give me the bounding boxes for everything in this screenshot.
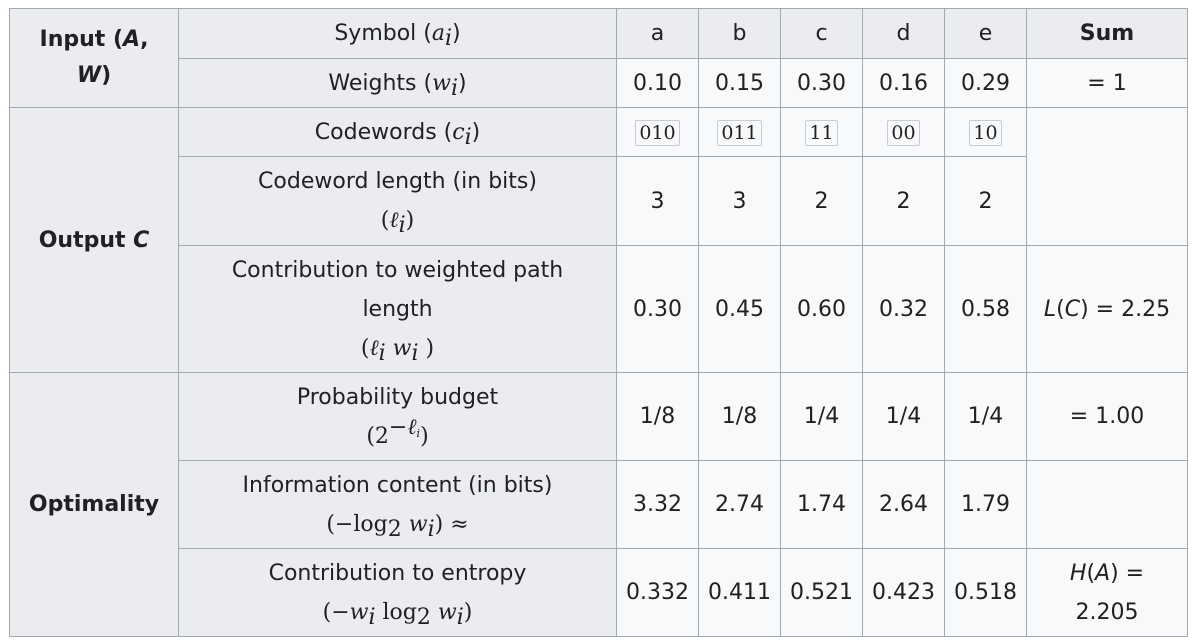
label-information-content: Information content (in bits) (−log2 wi)… xyxy=(178,460,617,549)
symbol-cell: e xyxy=(944,8,1027,59)
information-content-cell: 2.64 xyxy=(862,460,945,549)
length-cell: 3 xyxy=(616,156,699,246)
codeword-cell: 11 xyxy=(780,107,863,157)
probability-budget-cell: 1/4 xyxy=(944,372,1027,461)
length-cell: 3 xyxy=(698,156,781,246)
path-contribution-cell: 0.45 xyxy=(698,245,781,373)
sum-path-length: L(C) = 2.25 xyxy=(1026,245,1188,373)
path-contribution-cell: 0.58 xyxy=(944,245,1027,373)
probability-budget-cell: 1/8 xyxy=(698,372,781,461)
sum-header: Sum xyxy=(1026,8,1188,59)
weight-cell: 0.16 xyxy=(862,58,945,108)
information-content-cell: 3.32 xyxy=(616,460,699,549)
symbol-cell: d xyxy=(862,8,945,59)
label-entropy-contribution: Contribution to entropy (−wi log2 wi) xyxy=(178,548,617,637)
entropy-contribution-cell: 0.518 xyxy=(944,548,1027,637)
information-content-cell: 1.74 xyxy=(780,460,863,549)
symbol-cell: c xyxy=(780,8,863,59)
sum-information-empty xyxy=(1026,460,1188,549)
sum-entropy: H(A) = 2.205 xyxy=(1026,548,1188,637)
label-codewords: Codewords (ci) xyxy=(178,107,617,157)
path-contribution-cell: 0.60 xyxy=(780,245,863,373)
probability-budget-cell: 1/4 xyxy=(862,372,945,461)
probability-budget-cell: 1/4 xyxy=(780,372,863,461)
codeword-cell: 10 xyxy=(944,107,1027,157)
weight-cell: 0.30 xyxy=(780,58,863,108)
path-contribution-cell: 0.30 xyxy=(616,245,699,373)
label-codeword-length: Codeword length (in bits) (ℓi) xyxy=(178,156,617,246)
information-content-cell: 2.74 xyxy=(698,460,781,549)
weight-cell: 0.15 xyxy=(698,58,781,108)
row-group-output: Output C xyxy=(9,107,179,373)
label-path-contribution: Contribution to weighted path length (ℓi… xyxy=(178,245,617,373)
weight-cell: 0.29 xyxy=(944,58,1027,108)
information-content-cell: 1.79 xyxy=(944,460,1027,549)
sum-empty xyxy=(1026,107,1188,246)
entropy-contribution-cell: 0.411 xyxy=(698,548,781,637)
path-contribution-cell: 0.32 xyxy=(862,245,945,373)
length-cell: 2 xyxy=(944,156,1027,246)
codeword-cell: 00 xyxy=(862,107,945,157)
codeword-cell: 010 xyxy=(616,107,699,157)
entropy-contribution-cell: 0.521 xyxy=(780,548,863,637)
sum-weights: = 1 xyxy=(1026,58,1188,108)
row-group-optimality: Optimality xyxy=(9,372,179,637)
entropy-contribution-cell: 0.332 xyxy=(616,548,699,637)
weight-cell: 0.10 xyxy=(616,58,699,108)
length-cell: 2 xyxy=(780,156,863,246)
label-probability-budget: Probability budget (2−ℓi) xyxy=(178,372,617,461)
sum-probability-budget: = 1.00 xyxy=(1026,372,1188,461)
huffman-code-table: Input (A, W) Symbol (ai) a b c d e Sum W… xyxy=(9,8,1188,637)
entropy-contribution-cell: 0.423 xyxy=(862,548,945,637)
symbol-cell: a xyxy=(616,8,699,59)
probability-budget-cell: 1/8 xyxy=(616,372,699,461)
codeword-cell: 011 xyxy=(698,107,781,157)
length-cell: 2 xyxy=(862,156,945,246)
label-symbol: Symbol (ai) xyxy=(178,8,617,59)
label-weights: Weights (wi) xyxy=(178,58,617,108)
symbol-cell: b xyxy=(698,8,781,59)
row-group-input: Input (A, W) xyxy=(9,8,179,108)
